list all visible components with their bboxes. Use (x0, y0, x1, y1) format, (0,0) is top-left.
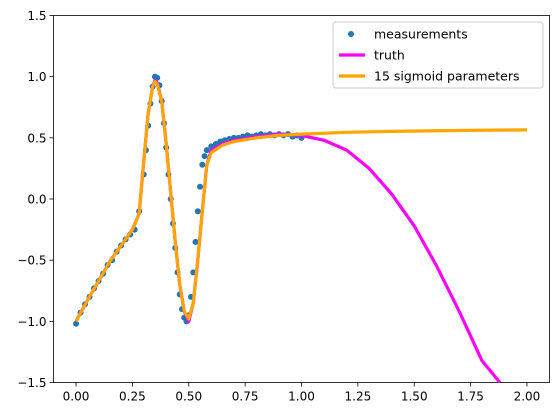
y-tick-label: −0.5 (17, 254, 46, 268)
legend-label: truth (374, 48, 405, 63)
y-tick-label: 0.0 (27, 193, 46, 207)
plot-area (73, 73, 527, 383)
legend-label: measurements (374, 27, 468, 42)
x-tick-label: 1.75 (457, 390, 484, 404)
legend-box (332, 21, 544, 89)
y-tick-label: −1.0 (17, 315, 46, 329)
measurement-point (197, 183, 204, 190)
x-tick-label: 0.25 (119, 390, 146, 404)
x-tick-label: 0.00 (63, 390, 90, 404)
x-tick-label: 2.00 (514, 390, 541, 404)
x-tick-label: 1.00 (288, 390, 315, 404)
x-axis: 0.00 0.25 0.50 0.75 1.00 1.25 1.50 1.75 2.00 (63, 382, 541, 404)
measurement-point (73, 320, 80, 327)
y-tick-label: −1.5 (17, 376, 46, 390)
x-tick-label: 1.50 (401, 390, 428, 404)
y-tick-label: 1.0 (27, 70, 46, 84)
x-tick-label: 1.25 (345, 390, 372, 404)
measurement-point (192, 238, 199, 245)
legend-label: 15 sigmoid parameters (374, 69, 520, 84)
y-tick-label: 1.5 (27, 9, 46, 23)
series-line-2 (74, 79, 527, 323)
legend-marker (348, 31, 354, 37)
legend: measurements truth 15 sigmoid parameters (332, 21, 544, 89)
measurement-point (194, 208, 201, 215)
y-axis: −1.5 −1.0 −0.5 0.0 0.5 1.0 1.5 (17, 9, 54, 390)
x-tick-label: 0.75 (232, 390, 259, 404)
x-tick-label: 0.50 (175, 390, 202, 404)
y-tick-label: 0.5 (27, 131, 46, 145)
measurement-point (203, 147, 210, 154)
measurement-point (199, 161, 206, 168)
measurement-point (201, 153, 208, 160)
